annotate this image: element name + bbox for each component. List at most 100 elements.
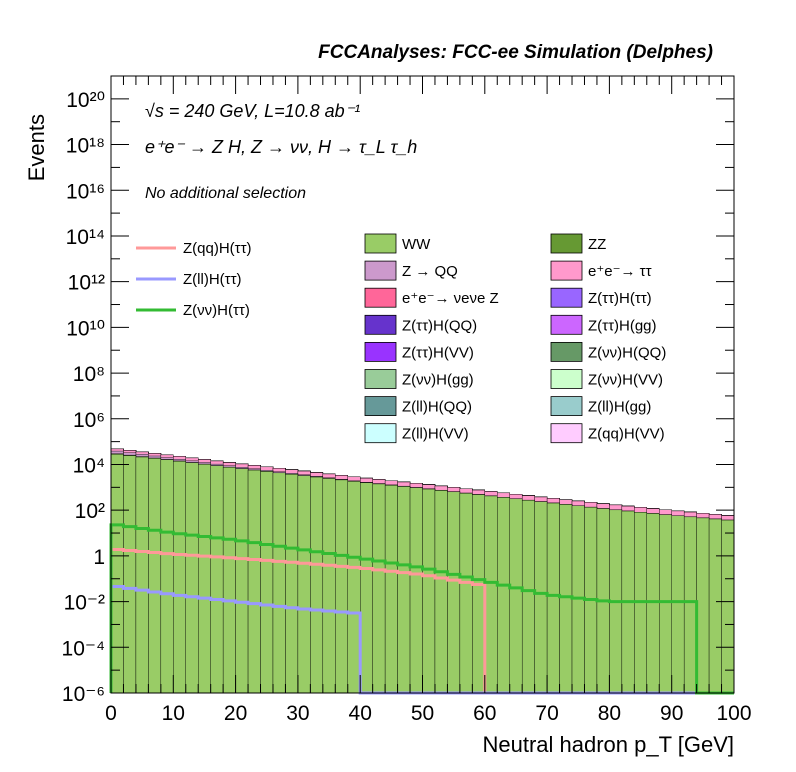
stack-bar xyxy=(397,486,411,694)
stack-bar xyxy=(659,514,672,694)
y-tick-label: 10⁴ xyxy=(73,454,105,477)
legend-box-swatch xyxy=(364,341,397,362)
stack-bar xyxy=(222,467,236,694)
stack-bar xyxy=(322,478,336,694)
legend-label: Z(νν)H(QQ) xyxy=(588,344,666,361)
y-tick-label: 10¹⁴ xyxy=(66,226,105,249)
legend-signal-entry: Z(νν)H(ττ) xyxy=(136,302,250,319)
legend-stack-entry: e⁺e⁻→ ττ xyxy=(550,260,652,281)
stack-bar xyxy=(708,518,722,694)
y-tick-label: 10¹⁰ xyxy=(66,317,105,340)
legend-stack-entry: Z(ττ)H(VV) xyxy=(364,341,474,362)
stack-bar xyxy=(497,497,510,694)
stack-bar xyxy=(521,500,535,694)
axis-ticks: 0 10 20 30 40 50 60 70 80 90 100 10⁻⁶ 10⁻⁴ 10⁻² 1 10² 10… xyxy=(62,75,752,725)
stack-bar xyxy=(696,517,710,694)
x-tick-label: 90 xyxy=(660,702,683,725)
legend-label: Z(ll)H(QQ) xyxy=(402,399,472,416)
legend-stack-entry: ZZ xyxy=(550,233,606,254)
stack-bar xyxy=(683,516,697,694)
y-tick-label: 10⁸ xyxy=(73,363,105,386)
stack-bar xyxy=(148,458,162,694)
x-tick-label: 60 xyxy=(473,702,496,725)
legend-label: Z(ττ)H(gg) xyxy=(588,317,657,334)
stack-bar xyxy=(484,495,498,694)
legend-label: Z(νν)H(VV) xyxy=(588,372,663,389)
stack-bar xyxy=(409,487,423,694)
stack-bar xyxy=(447,491,461,694)
stack-layer xyxy=(110,454,735,694)
stack-bar xyxy=(559,504,573,694)
stack-bar xyxy=(235,468,249,694)
legend-stack-entry: WW xyxy=(364,233,431,254)
stack-bar xyxy=(185,462,199,694)
legend-box-swatch xyxy=(364,287,397,308)
legend-stack-entry: Z(ll)H(QQ) xyxy=(364,396,472,417)
stack-bars xyxy=(110,448,735,694)
y-tick-label: 10² xyxy=(75,500,105,523)
x-tick-label: 80 xyxy=(598,702,621,725)
legend-label: WW xyxy=(402,236,431,253)
legend-box-swatch xyxy=(550,233,583,254)
legend-stack-entry: Z(νν)H(VV) xyxy=(550,369,663,389)
y-tick-label: 10⁻⁴ xyxy=(62,637,105,660)
stack-bar xyxy=(110,454,124,694)
stack-bar xyxy=(459,492,473,694)
stack-bar xyxy=(260,471,274,694)
legend-box-swatch xyxy=(364,396,397,417)
legend-label: Z(νν)H(ττ) xyxy=(183,302,250,319)
legend-stack-entry: Z(ττ)H(gg) xyxy=(550,314,657,335)
stack-bar xyxy=(671,515,685,694)
legend-label: Z(qq)H(ττ) xyxy=(183,240,252,257)
y-tick-label: 10²⁰ xyxy=(66,89,105,112)
x-tick-label: 40 xyxy=(349,702,372,725)
stack-bar xyxy=(247,469,261,694)
x-tick-label: 50 xyxy=(411,702,434,725)
stack-bar xyxy=(434,490,448,694)
legend-label: Z(ll)H(gg) xyxy=(588,399,651,416)
y-tick-label: 10¹² xyxy=(68,272,105,295)
x-tick-label: 0 xyxy=(105,702,117,725)
legend-stack-entry: Z(νν)H(gg) xyxy=(364,369,474,389)
stack-bar xyxy=(173,461,186,694)
x-tick-label: 100 xyxy=(716,702,751,725)
stack-bar xyxy=(509,498,523,694)
legend-box-swatch xyxy=(364,423,397,444)
stack-bar xyxy=(135,456,149,694)
stack-bar xyxy=(347,481,361,694)
process-label: e⁺e⁻ → Z H, Z → νν, H → τ_L τ_h xyxy=(145,137,418,157)
stack-bar xyxy=(160,459,174,694)
legend-stack-entry: Z → QQ xyxy=(364,260,458,281)
y-axis-title: Events xyxy=(24,114,49,181)
stack-bar xyxy=(546,502,560,694)
stack-bar xyxy=(335,479,348,694)
stack-bar xyxy=(721,519,735,694)
legend-box-swatch xyxy=(550,314,583,335)
legend-stack-entry: e⁺e⁻→ νeνe Z xyxy=(364,287,499,308)
stack-bar xyxy=(372,483,386,694)
legend-stack-entry: Z(ττ)H(ττ) xyxy=(550,287,652,308)
stack-bar xyxy=(646,513,660,694)
legend-stack-entry: Z(ττ)H(QQ) xyxy=(364,314,477,335)
legend-box-swatch xyxy=(550,287,583,308)
legend-box-swatch xyxy=(550,369,583,389)
stack-bar xyxy=(534,501,548,694)
stack-bar xyxy=(198,464,211,694)
legend-stack-entry: Z(ll)H(VV) xyxy=(364,423,469,444)
legend-label: Z(ττ)H(ττ) xyxy=(588,290,652,307)
x-tick-label: 70 xyxy=(535,702,558,725)
stack-bar xyxy=(310,476,324,694)
legend-stack-entry: Z(νν)H(QQ) xyxy=(550,341,666,362)
legend-stack-entry: Z(ll)H(gg) xyxy=(550,396,651,417)
legend-signal-entry: Z(ll)H(ττ) xyxy=(136,271,242,288)
y-tick-label: 10¹⁶ xyxy=(66,180,105,203)
legend-box-swatch xyxy=(364,314,397,335)
legend-label: e⁺e⁻→ ττ xyxy=(588,263,652,280)
legend-label: Z(ll)H(VV) xyxy=(402,426,469,443)
legend-label: Z(qq)H(VV) xyxy=(588,426,665,443)
legend-label: Z(ll)H(ττ) xyxy=(183,271,242,288)
energy-luminosity-label: √s = 240 GeV, L=10.8 ab⁻¹ xyxy=(145,101,361,121)
legend-stack-entry: Z(qq)H(VV) xyxy=(550,423,665,444)
stack-bar xyxy=(285,474,299,694)
legend-label: Z(ττ)H(QQ) xyxy=(402,317,477,334)
